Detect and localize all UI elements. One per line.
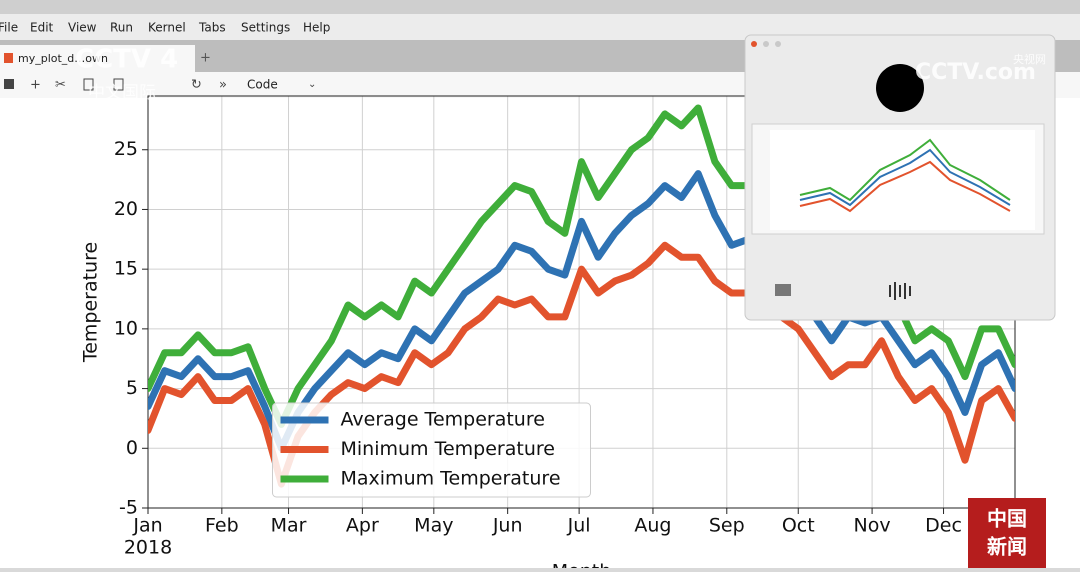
menu-item[interactable]: Kernel [148, 21, 186, 35]
channel-sub: 中文国际 [88, 83, 156, 103]
site-logo: CCTV.com [915, 60, 1036, 85]
y-tick-label: -5 [119, 497, 138, 519]
thumbnail-plot [770, 130, 1035, 230]
paste-icon[interactable] [113, 78, 124, 91]
x-tick-label: Sep [709, 515, 745, 537]
thumbnail-line [799, 148, 1011, 207]
menu-item[interactable]: Tabs [198, 21, 226, 35]
program-badge [968, 498, 1046, 568]
menu-item[interactable]: Help [303, 21, 330, 35]
x-tick-label: May [414, 515, 453, 537]
x-tick-label: Jan [132, 515, 162, 537]
x-axis-label: Month [552, 561, 612, 569]
tab[interactable] [0, 45, 195, 72]
legend-box [272, 402, 591, 498]
overlay-window [744, 34, 1056, 321]
menu-item[interactable]: Run [110, 21, 133, 35]
x-tick-label: Nov [854, 515, 891, 537]
y-tick-label: 20 [114, 198, 138, 220]
screen-icon[interactable] [775, 284, 791, 296]
program-title: 中国 [987, 507, 1027, 531]
restart-icon[interactable]: ↻ [191, 78, 202, 93]
program-title: 新闻 [987, 535, 1027, 559]
legend: Average Temperature Minimum Temperature Ma… [272, 402, 591, 498]
x-tick-label: Jul [567, 515, 591, 537]
thumbnail-line [799, 138, 1011, 202]
menu: File Edit View Run Kernel Tabs Settings Help [0, 21, 330, 35]
chart: -5 0 5 10 15 20 25 Jan Feb Mar Apr May Jun Jul Aug Sep O… [80, 95, 1016, 572]
menu-item[interactable]: Settings [241, 21, 290, 35]
tab-title: my_plot_d…own [18, 52, 108, 65]
save-icon[interactable] [4, 79, 14, 89]
cut-icon[interactable]: ✂ [55, 78, 66, 93]
watermarks: CCTV 4 中文国际 CCTV.com 央视网 [75, 45, 1046, 104]
toolbar-icons: + ✂ ↻ » [4, 78, 227, 93]
tab-add[interactable]: + [200, 51, 211, 66]
add-icon[interactable]: + [30, 78, 41, 93]
x-tick-label: Apr [346, 515, 379, 537]
channel-logo: CCTV 4 [75, 45, 178, 75]
y-axis-label: Temperature [80, 242, 102, 363]
thumbnail-line [799, 160, 1011, 213]
copy-icon[interactable] [83, 78, 94, 91]
y-tick-label: 10 [114, 317, 138, 339]
y-tick-label: 0 [126, 437, 138, 459]
x-tick-label: Mar [271, 515, 307, 537]
cell-type[interactable]: Code [247, 78, 278, 92]
window-zoom[interactable] [775, 41, 781, 47]
window-close[interactable] [751, 41, 757, 47]
audio-icon[interactable] [889, 282, 911, 300]
camera-dot [876, 64, 924, 112]
legend-label: Minimum Temperature [341, 438, 555, 460]
x-tick-label: Dec [925, 515, 962, 537]
x-tick-label: Oct [782, 515, 815, 537]
window-minimize[interactable] [763, 41, 769, 47]
menu-item[interactable]: View [68, 21, 97, 35]
dropdown-arrow[interactable]: ⌄ [308, 79, 316, 90]
x-tick-label: Feb [205, 515, 239, 537]
title-bar [0, 0, 1080, 14]
y-tick-label: 5 [126, 377, 138, 399]
legend-label: Average Temperature [341, 409, 545, 431]
legend-label: Maximum Temperature [341, 468, 561, 490]
menu-item[interactable]: Edit [30, 21, 54, 35]
site-cn: 央视网 [1013, 52, 1046, 66]
run-all-icon[interactable]: » [219, 78, 227, 93]
x-tick-label: Aug [634, 515, 671, 537]
x-year-label: 2018 [124, 537, 172, 559]
y-tick-label: 15 [114, 258, 138, 280]
menu-item[interactable]: File [0, 21, 18, 35]
file-icon [4, 53, 13, 63]
x-tick-label: Jun [492, 515, 523, 537]
y-tick-label: 25 [114, 138, 138, 160]
